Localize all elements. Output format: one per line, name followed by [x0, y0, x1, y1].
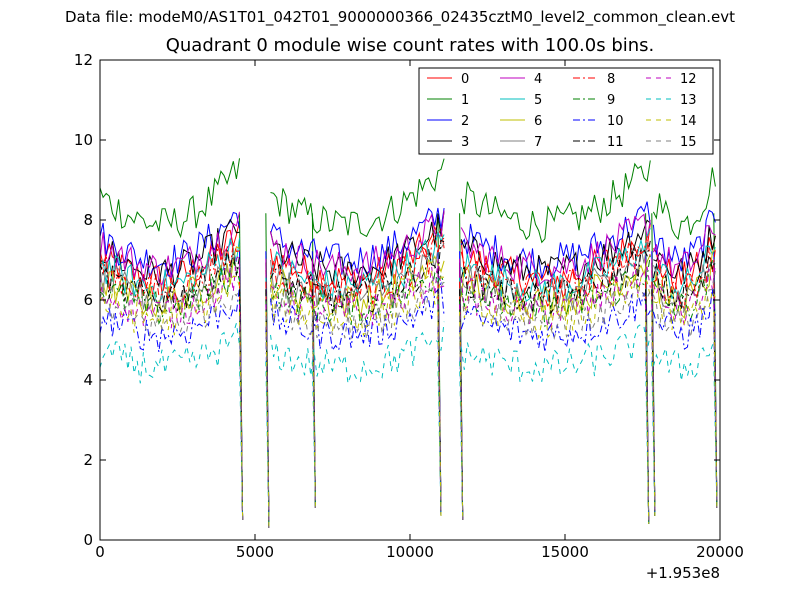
legend-label-5: 5	[534, 93, 542, 108]
series-15-dropout	[459, 315, 464, 521]
y-tick-label: 0	[83, 531, 93, 549]
series-10-line	[99, 281, 716, 353]
y-tick-label: 6	[83, 291, 93, 309]
series-15-dropout	[239, 315, 244, 521]
series-7-line	[99, 241, 716, 316]
series-15-dropout	[645, 315, 650, 525]
legend-label-12: 12	[680, 72, 697, 87]
legend-label-4: 4	[534, 72, 542, 87]
series-8-line	[99, 233, 716, 310]
series-14-dropout	[311, 311, 316, 509]
y-tick-label: 4	[83, 371, 93, 389]
series-6-line	[99, 246, 716, 320]
series-0-line	[99, 220, 716, 298]
legend-label-14: 14	[680, 114, 697, 129]
y-tick-label: 2	[83, 451, 93, 469]
y-tick-label: 8	[83, 211, 93, 229]
chart-title: Quadrant 0 module wise count rates with …	[165, 35, 655, 56]
x-tick-label: 15000	[541, 543, 589, 561]
x-tick-label: 20000	[696, 543, 744, 561]
legend-label-3: 3	[461, 135, 469, 150]
x-tick-label: 0	[95, 543, 105, 561]
legend-label-8: 8	[607, 72, 615, 87]
series-14-dropout	[265, 311, 270, 529]
series-13-line	[99, 321, 716, 384]
x-offset-label: +1.953e8	[646, 564, 720, 582]
series-15-dropout	[713, 315, 718, 509]
legend-label-10: 10	[607, 114, 624, 129]
legend-label-6: 6	[534, 114, 542, 129]
plot-area	[99, 158, 718, 529]
chart-supertitle: Data file: modeM0/AS1T01_042T01_90000003…	[64, 8, 736, 26]
legend-label-7: 7	[534, 135, 542, 150]
series-14-dropout	[713, 311, 718, 509]
legend-box	[418, 67, 714, 155]
legend-label-0: 0	[461, 72, 469, 87]
series-15-dropout	[311, 315, 316, 509]
series-15-line	[99, 270, 716, 340]
legend-label-11: 11	[607, 135, 624, 150]
series-15-dropout	[437, 315, 442, 517]
series-14-line	[99, 270, 716, 340]
series-15-dropout	[651, 315, 656, 517]
series-9-line	[99, 255, 716, 328]
x-tick-label: 10000	[386, 543, 434, 561]
legend-label-1: 1	[461, 93, 469, 108]
legend-label-15: 15	[680, 135, 697, 150]
series-1-line	[99, 158, 716, 244]
legend-label-2: 2	[461, 114, 469, 129]
y-tick-label: 10	[74, 131, 93, 149]
legend-label-13: 13	[680, 93, 697, 108]
y-tick-label: 12	[74, 51, 93, 69]
series-4-line	[99, 210, 716, 287]
legend-label-9: 9	[607, 93, 615, 108]
x-tick-label: 5000	[236, 543, 274, 561]
series-2-line	[99, 201, 716, 279]
